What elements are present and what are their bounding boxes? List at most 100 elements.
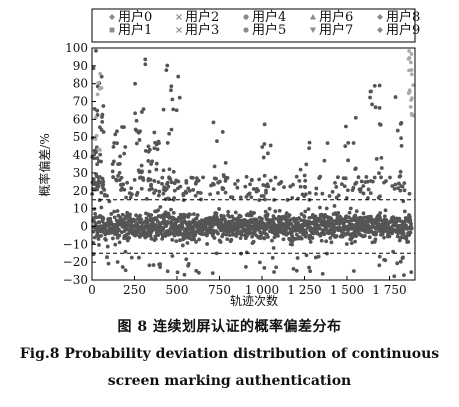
data-point [348, 206, 353, 211]
data-point [193, 193, 198, 198]
legend-label: 用户4 [252, 9, 286, 25]
data-point [164, 68, 169, 73]
data-point [293, 237, 298, 241]
data-point [249, 213, 254, 218]
data-point [271, 187, 276, 192]
data-point [257, 177, 262, 182]
data-point [353, 239, 357, 244]
y-tick-label: −10 [63, 237, 88, 251]
data-point [324, 239, 329, 244]
data-point [396, 186, 400, 191]
data-point [139, 217, 144, 222]
data-point [407, 214, 412, 219]
data-point [99, 190, 104, 195]
data-point [98, 125, 102, 130]
data-point [192, 237, 197, 242]
data-point [161, 168, 166, 173]
data-point [262, 142, 267, 146]
data-point [118, 154, 122, 159]
data-point [378, 194, 382, 199]
data-point [267, 206, 272, 211]
data-point [223, 160, 228, 165]
data-point [408, 218, 413, 222]
data-point [146, 178, 151, 183]
data-point [186, 261, 191, 266]
data-point [408, 105, 413, 109]
data-point [319, 212, 324, 217]
data-point [218, 240, 223, 244]
data-point [127, 235, 132, 240]
data-point [291, 267, 296, 271]
data-point [117, 233, 122, 238]
data-point [97, 86, 102, 91]
data-point [382, 214, 387, 219]
data-point [165, 182, 169, 186]
data-point [95, 113, 100, 117]
data-point [145, 234, 150, 238]
data-point [262, 173, 267, 178]
data-point [99, 205, 104, 210]
data-point [170, 254, 175, 258]
data-point [184, 178, 189, 183]
data-point [379, 166, 384, 170]
data-point [377, 263, 382, 268]
data-point [307, 140, 312, 145]
data-point [161, 227, 166, 231]
data-point [334, 185, 339, 189]
data-point [174, 239, 179, 244]
y-axis-title: 概率偏差/% [37, 133, 52, 196]
data-point [177, 95, 182, 100]
data-point [134, 118, 139, 123]
data-point [273, 216, 278, 221]
data-point [112, 141, 117, 145]
data-point [257, 198, 262, 203]
data-point [215, 139, 219, 144]
data-point [110, 169, 115, 174]
data-point [212, 236, 217, 240]
data-point [340, 182, 344, 187]
data-point [298, 184, 303, 189]
data-point [172, 188, 177, 193]
data-point [94, 133, 99, 138]
data-point [156, 180, 161, 185]
data-point [107, 199, 112, 204]
y-tick-label: 0 [80, 219, 88, 233]
data-point [302, 184, 307, 189]
data-point [152, 146, 157, 151]
data-point [288, 184, 293, 189]
legend-marker [109, 27, 115, 33]
data-point [317, 226, 322, 231]
y-tick-label: 80 [73, 77, 88, 91]
data-point [366, 196, 370, 200]
data-point [384, 218, 389, 222]
data-point [197, 237, 201, 242]
data-point [387, 234, 392, 239]
data-point [303, 209, 308, 214]
y-tick-label: 30 [73, 166, 88, 180]
data-point [227, 233, 232, 238]
data-point [361, 184, 366, 188]
data-point [138, 175, 143, 180]
data-point [262, 266, 267, 270]
data-point [271, 214, 276, 219]
data-point [170, 237, 175, 242]
data-point [409, 52, 414, 56]
data-point [272, 235, 277, 240]
legend-marker [243, 27, 249, 33]
data-point [359, 179, 364, 184]
data-point [409, 226, 414, 231]
data-point [169, 88, 173, 93]
data-point [214, 211, 219, 216]
data-point [251, 187, 256, 191]
data-point [244, 174, 249, 179]
data-point [328, 236, 333, 240]
data-point [154, 167, 159, 172]
data-point [306, 207, 311, 212]
data-point [125, 180, 130, 185]
data-point [153, 188, 158, 193]
data-point [346, 141, 351, 145]
data-point [149, 213, 154, 218]
data-point [216, 231, 220, 236]
data-point [354, 234, 359, 239]
